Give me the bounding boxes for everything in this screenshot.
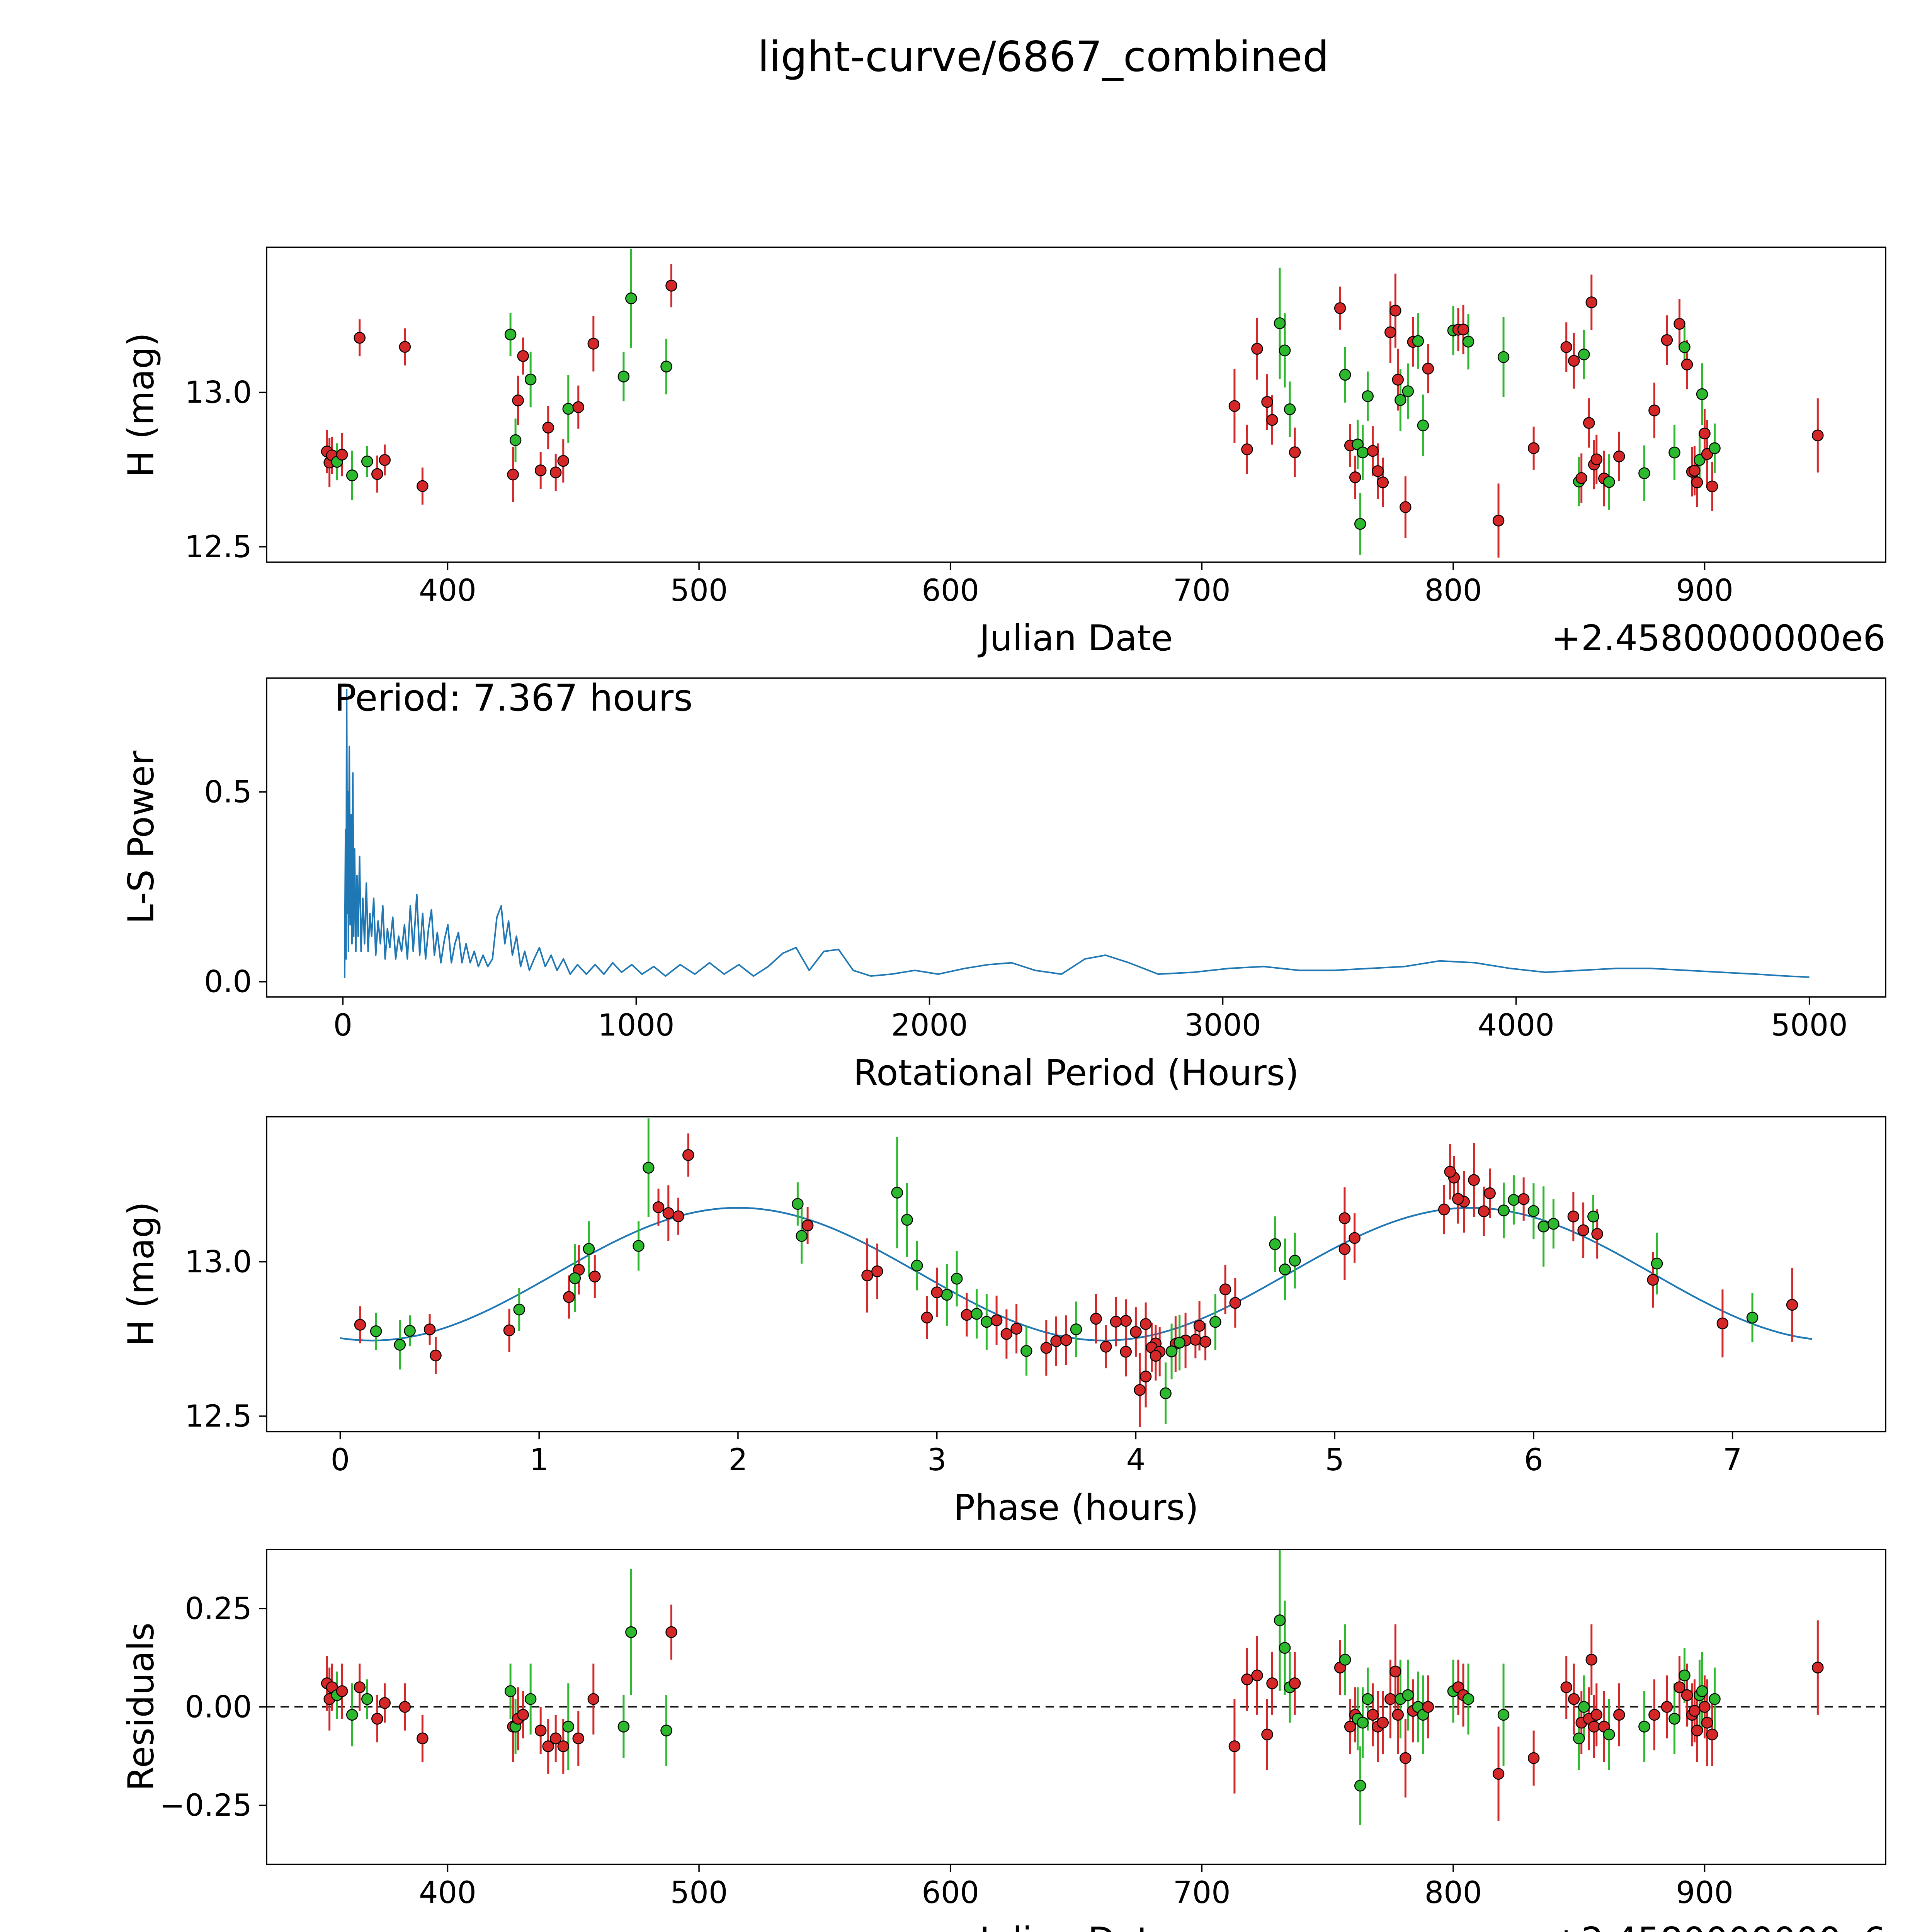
xlabel-rotational-period: Rotational Period (Hours) <box>853 1052 1299 1094</box>
figure-title: light-curve/6867_combined <box>757 33 1329 81</box>
svg-text:400: 400 <box>419 1876 476 1910</box>
x-offset-text-bottom: +2.4580000000e6 <box>267 1920 1886 1932</box>
svg-text:5: 5 <box>1325 1443 1344 1478</box>
ylabel-h-mag-top: H (mag) <box>120 332 162 478</box>
svg-text:7: 7 <box>1723 1443 1742 1478</box>
svg-text:0: 0 <box>333 1008 353 1043</box>
panel-phase-folded: 0 1 2 3 4 5 6 7 12.5 13.0 <box>185 1116 1886 1478</box>
ylabel-h-mag-phase: H (mag) <box>120 1201 162 1347</box>
svg-text:4000: 4000 <box>1478 1008 1554 1043</box>
ylabel-ls-power: L-S Power <box>120 750 162 924</box>
period-annotation: Period: 7.367 hours <box>334 677 693 719</box>
svg-text:12.5: 12.5 <box>185 1399 252 1434</box>
svg-text:500: 500 <box>670 1876 728 1910</box>
svg-text:800: 800 <box>1424 1876 1482 1910</box>
svg-text:600: 600 <box>922 1876 979 1910</box>
svg-text:6: 6 <box>1524 1443 1543 1478</box>
svg-text:500: 500 <box>670 573 728 608</box>
svg-text:4: 4 <box>1126 1443 1146 1478</box>
svg-text:400: 400 <box>419 573 476 608</box>
svg-text:0.0: 0.0 <box>204 965 252 1000</box>
svg-text:12.5: 12.5 <box>185 530 252 565</box>
svg-text:1: 1 <box>529 1443 549 1478</box>
svg-text:2: 2 <box>728 1443 748 1478</box>
xlabel-julian-date-bottom: Julian Date <box>267 1920 1886 1932</box>
svg-text:800: 800 <box>1424 573 1482 608</box>
svg-text:700: 700 <box>1173 573 1231 608</box>
x-offset-text-top: +2.4580000000e6 <box>1551 617 1886 659</box>
svg-text:900: 900 <box>1676 573 1733 608</box>
svg-text:3000: 3000 <box>1184 1008 1261 1043</box>
svg-text:5000: 5000 <box>1771 1008 1848 1043</box>
svg-text:0.00: 0.00 <box>185 1690 252 1725</box>
panel-residuals: 400 500 600 700 800 900 −0.25 0.00 0.25 <box>160 1549 1886 1910</box>
svg-text:900: 900 <box>1676 1876 1733 1910</box>
xlabel-phase: Phase (hours) <box>953 1487 1199 1528</box>
svg-text:0: 0 <box>331 1443 350 1478</box>
ylabel-residuals: Residuals <box>120 1622 162 1791</box>
svg-text:2000: 2000 <box>891 1008 968 1043</box>
svg-text:1000: 1000 <box>598 1008 675 1043</box>
svg-text:0.25: 0.25 <box>185 1592 252 1626</box>
svg-text:600: 600 <box>922 573 979 608</box>
svg-text:3: 3 <box>927 1443 947 1478</box>
svg-text:−0.25: −0.25 <box>160 1788 252 1823</box>
xlabel-julian-date-top: Julian Date <box>979 617 1173 659</box>
svg-text:0.5: 0.5 <box>204 775 252 810</box>
svg-text:13.0: 13.0 <box>185 376 252 410</box>
panel-jd-lightcurve: 400 500 600 700 800 900 12.5 13.0 <box>185 247 1886 608</box>
svg-text:13.0: 13.0 <box>185 1245 252 1280</box>
svg-text:700: 700 <box>1173 1876 1231 1910</box>
panel-periodogram: 0 1000 2000 3000 4000 5000 0.0 0.5 <box>204 677 1886 1043</box>
